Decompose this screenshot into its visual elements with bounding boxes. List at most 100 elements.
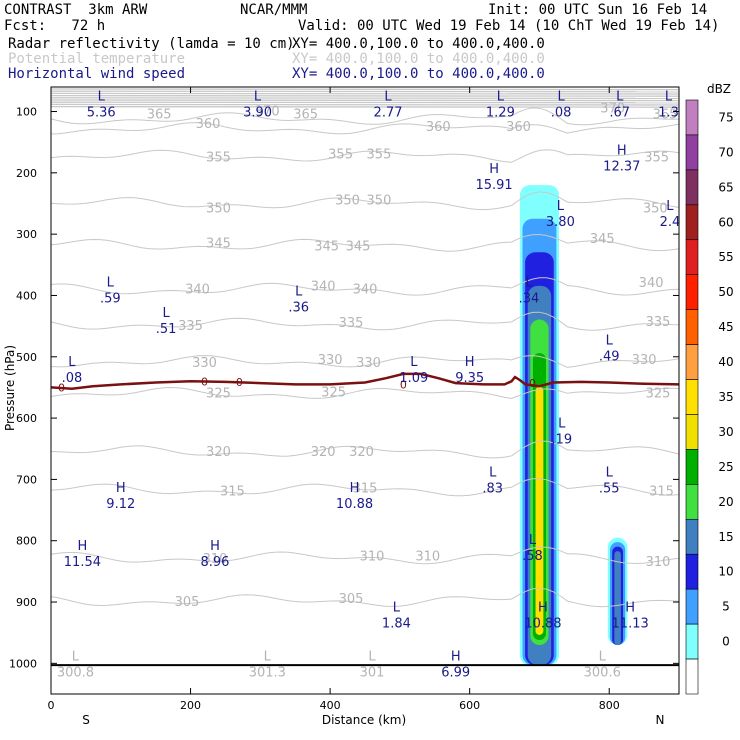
wind-speed-value: .58 [522, 549, 543, 564]
theta-contour-line [51, 478, 679, 497]
wind-extremum-letter: L [107, 275, 115, 290]
upper-theta-band-line [50, 103, 680, 106]
wind-extremum-letter: L [68, 355, 76, 370]
wind-extremum-letter: L [254, 90, 262, 105]
theta-contour-label: 370 [255, 105, 280, 120]
y-tick-label: 600 [16, 412, 37, 425]
wind-extremum-letter: H [625, 600, 635, 615]
wind-extremum-letter: L [616, 90, 624, 105]
wind-speed-value: .34 [519, 291, 540, 306]
freezing-level-zero-label: 0 [400, 378, 407, 391]
x-tick-label: 800 [599, 699, 620, 712]
wind-speed-value: 12.37 [603, 160, 640, 175]
theta-contour-label: 355 [367, 147, 392, 162]
theta-contour-label: 335 [178, 319, 203, 334]
theta-extremum-letter: L [72, 649, 80, 664]
wind-extremum-letter: L [384, 90, 392, 105]
theta-contour-label: 310 [203, 552, 228, 567]
theta-contour-label: 335 [339, 316, 364, 331]
wind-speed-labels: L5.36L3.90L2.77L1.29L.08L.67L1.3H15.91H1… [57, 90, 680, 681]
theta-contour-label: 310 [360, 550, 385, 565]
x-tick-label: 400 [320, 699, 341, 712]
colorbar-tick-label: 15 [718, 530, 733, 544]
wind-extremum-letter: L [557, 199, 565, 214]
wind-speed-value: 3.90 [243, 106, 272, 121]
valid-time: Valid: 00 UTC Wed 19 Feb 14 (10 ChT Wed … [298, 18, 720, 34]
theta-contour-label: 360 [196, 117, 221, 132]
theta-contours: 365 370 365 360 360 360 370 365 355 355 355 355 350 3… [51, 101, 679, 610]
theta-contour-line [51, 355, 679, 368]
wind-speed-value: 10.88 [524, 616, 561, 631]
theta-contour-line [51, 122, 679, 135]
wind-speed-value: 10.88 [336, 497, 373, 512]
wind-extremum-letter: L [665, 90, 673, 105]
theta-contour-label: 315 [220, 485, 245, 500]
wind-speed-value: .08 [62, 371, 83, 386]
colorbar-tick-label: 5 [722, 600, 730, 614]
theta-extremum-letter: L [264, 649, 272, 664]
wind-speed-value: .08 [551, 106, 572, 121]
plot-area [51, 87, 679, 694]
wind-extremum-letter: L [666, 199, 674, 214]
theta-contour-label: 365 [653, 108, 678, 123]
plot-frame [50, 86, 680, 695]
theta-contour-line [51, 233, 679, 252]
y-axis-title: Pressure (hPa) [3, 345, 17, 431]
y-tick-label: 700 [16, 473, 37, 486]
wind-extremum-letter: L [557, 90, 565, 105]
plot-background [50, 87, 680, 694]
theta-contour-label: 345 [346, 239, 371, 254]
wind-speed-value: 6.99 [441, 665, 470, 680]
theta-contour-line [51, 277, 679, 296]
theta-extremum-value: 300.6 [584, 665, 621, 680]
wind-speed-value: 2.4 [660, 215, 681, 230]
y-tick-label: 100 [16, 106, 37, 119]
wind-speed-value: 2.77 [374, 106, 403, 121]
colorbar-tick-label: 70 [718, 145, 733, 159]
colorbar-swatch [685, 658, 699, 695]
theta-contour-label: 330 [192, 356, 217, 371]
upper-theta-band-line [50, 94, 680, 97]
colorbar-unit: dBZ [707, 82, 731, 96]
upper-theta-band-line [50, 92, 680, 95]
theta-contour-label: 330 [356, 356, 381, 371]
colorbar-swatch [685, 204, 699, 241]
theta-extremum-value: 301.3 [249, 665, 286, 680]
freezing-level-zero-label: 0 [529, 377, 536, 390]
wind-speed-value: 1.29 [486, 106, 515, 121]
wind-extremum-letter: H [465, 355, 475, 370]
colorbar-swatch [685, 309, 699, 345]
freezing-level: 0 0 0 0 0 [51, 372, 679, 394]
wind-extremum-letter: L [497, 90, 505, 105]
wind-extremum-letter: L [410, 355, 418, 370]
colorbar-tick-label: 35 [718, 390, 733, 404]
theta-contour-label: 340 [311, 279, 336, 294]
freezing-level-zero-label: 0 [201, 375, 208, 388]
wind-extremum-letter: H [489, 162, 499, 177]
wind-extremum-letter: H [451, 649, 461, 664]
wind-extremum-letter: H [210, 539, 220, 554]
theta-contour-line [51, 587, 679, 608]
theta-contour-label: 310 [415, 550, 440, 565]
theta-contour-label: 355 [206, 151, 231, 166]
upper-theta-band-line [50, 101, 680, 104]
theta-contour-line [51, 546, 679, 565]
wind-speed-value: 1.3 [658, 106, 679, 121]
theta-contour-label: 325 [321, 385, 346, 400]
wind-speed-value: 15.91 [475, 178, 512, 193]
theta-contour-label: 365 [147, 108, 172, 123]
wind-extremum-letter: L [295, 285, 303, 300]
wind-speed-value: 3.80 [546, 215, 575, 230]
center-title: NCAR/MMM [240, 2, 308, 18]
theta-extremum-letter: L [599, 649, 607, 664]
y-tick-label: 300 [16, 228, 37, 241]
freezing-level-zero-label: 0 [58, 381, 65, 394]
wind-extremum-letter: L [98, 90, 106, 105]
init-time: Init: 00 UTC Sun 16 Feb 14 [488, 2, 708, 18]
upper-theta-band-line [50, 105, 680, 108]
wind-extremum-letter: H [617, 144, 627, 159]
theta-contour-label: 355 [644, 151, 669, 166]
colorbar-swatch [685, 623, 699, 660]
colorbar-swatch [685, 414, 699, 450]
